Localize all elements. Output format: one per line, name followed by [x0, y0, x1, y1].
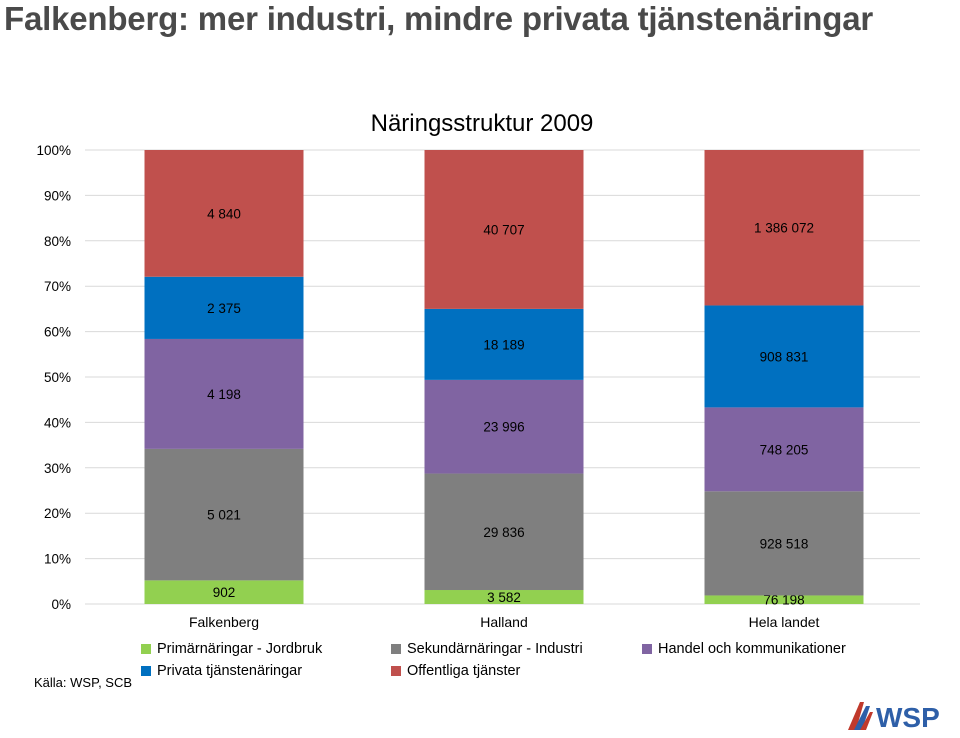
data-label: 902	[213, 585, 236, 600]
legend-item-primary: Primärnäringar - Jordbruk	[141, 641, 322, 657]
y-tick-label: 10%	[44, 552, 71, 567]
data-label: 40 707	[483, 222, 524, 237]
bar-segment	[424, 308, 584, 380]
bar-segment	[144, 276, 304, 339]
y-tick-label: 50%	[44, 370, 71, 385]
bar-segment	[424, 150, 584, 309]
data-label: 18 189	[483, 337, 524, 352]
wsp-logo: WSP	[848, 702, 940, 733]
y-tick-label: 70%	[44, 279, 71, 294]
logo-text: WSP	[876, 702, 940, 733]
x-category-label: Falkenberg	[189, 614, 259, 630]
bar-segment	[704, 150, 864, 306]
bar-segment	[144, 338, 304, 449]
bar-segment	[144, 448, 304, 581]
y-tick-label: 40%	[44, 415, 71, 430]
bar-segment	[424, 590, 584, 604]
legend-label: Privata tjänstenäringar	[157, 663, 303, 679]
bar-segment	[144, 580, 304, 604]
legend-label: Sekundärnäringar - Industri	[407, 641, 583, 657]
x-category-label: Halland	[480, 614, 527, 630]
legend-swatch	[642, 644, 652, 654]
legend-swatch	[391, 644, 401, 654]
legend-label: Primärnäringar - Jordbruk	[157, 641, 323, 657]
y-tick-label: 0%	[51, 597, 71, 612]
data-label: 748 205	[760, 442, 809, 457]
legend-swatch	[141, 666, 151, 676]
legend-label: Handel och kommunikationer	[658, 641, 846, 657]
legend-item-private-services: Privata tjänstenäringar	[141, 663, 302, 679]
bar-segment	[424, 379, 584, 474]
y-tick-label: 80%	[44, 234, 71, 249]
source-note: Källa: WSP, SCB	[34, 675, 133, 690]
legend-swatch	[391, 666, 401, 676]
data-label: 29 836	[483, 525, 524, 540]
bar-segment	[704, 595, 864, 604]
y-tick-label: 30%	[44, 461, 71, 476]
data-label: 5 021	[207, 508, 241, 523]
slide-title: Falkenberg: mer industri, mindre privata…	[4, 0, 874, 37]
y-tick-label: 60%	[44, 325, 71, 340]
bar-segment	[704, 491, 864, 596]
legend-label: Offentliga tjänster	[407, 663, 521, 679]
legend-item-trade: Handel och kommunikationer	[642, 641, 846, 657]
logo-stripe	[860, 712, 873, 730]
data-label: 76 198	[763, 593, 804, 608]
data-label: 4 840	[207, 206, 241, 221]
y-tick-label: 100%	[36, 143, 71, 158]
bar-segment	[424, 473, 584, 591]
legend-swatch	[141, 644, 151, 654]
bar-segment	[144, 150, 304, 277]
data-label: 1 386 072	[754, 221, 814, 236]
data-label: 23 996	[483, 420, 524, 435]
bar-segment	[704, 407, 864, 492]
x-category-label: Hela landet	[749, 614, 820, 630]
logo-stripe	[854, 706, 870, 730]
bar-segment	[704, 305, 864, 408]
legend-item-secondary: Sekundärnäringar - Industri	[391, 641, 583, 657]
data-label: 928 518	[760, 536, 809, 551]
data-label: 2 375	[207, 301, 241, 316]
logo-stripe	[848, 702, 864, 730]
chart-title: Näringsstruktur 2009	[371, 110, 594, 137]
data-label: 3 582	[487, 590, 521, 605]
data-label: 908 831	[760, 349, 809, 364]
data-label: 4 198	[207, 387, 241, 402]
y-tick-label: 90%	[44, 188, 71, 203]
y-tick-label: 20%	[44, 506, 71, 521]
legend-item-public-services: Offentliga tjänster	[391, 663, 520, 679]
